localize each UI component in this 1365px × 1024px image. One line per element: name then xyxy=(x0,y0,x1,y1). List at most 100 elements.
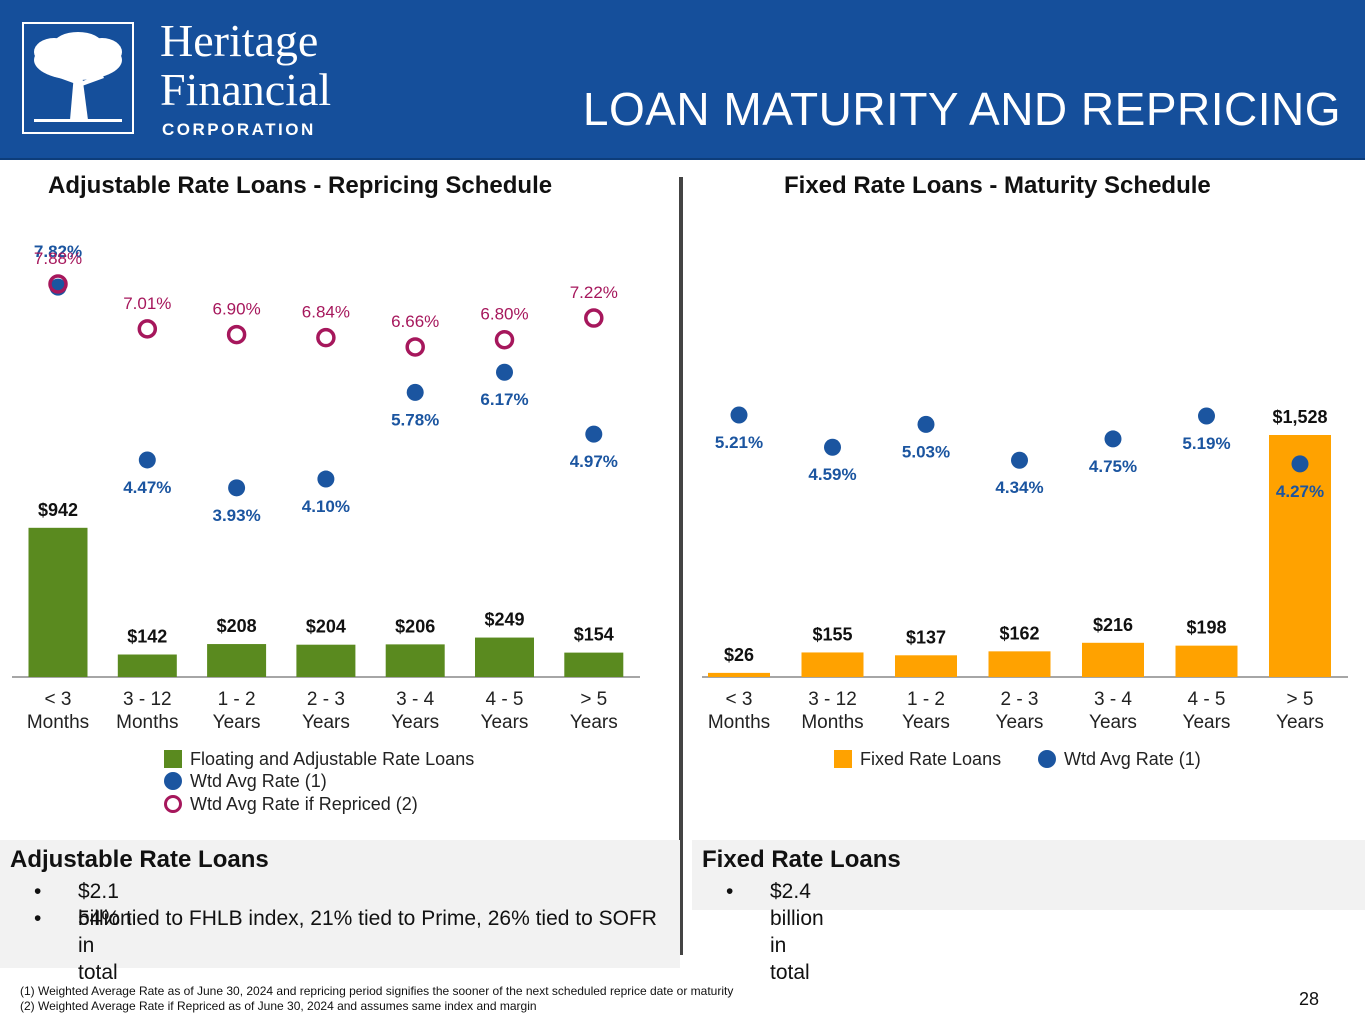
repriced-rate-ring xyxy=(405,337,425,357)
category-tick-label: 1 - 2 xyxy=(218,689,256,710)
category-tick-label: 2 - 3 xyxy=(1000,689,1038,710)
bar xyxy=(28,527,88,677)
bar xyxy=(708,672,770,677)
notes-title: Adjustable Rate Loans xyxy=(10,846,269,873)
legend-label: Wtd Avg Rate if Repriced (2) xyxy=(190,794,418,814)
category-tick-label: Years xyxy=(1089,712,1137,733)
category-tick-label: Years xyxy=(1276,712,1324,733)
bar-value-label: $942 xyxy=(38,500,78,520)
category-tick-label: 1 - 2 xyxy=(907,689,945,710)
legend-swatch-dot xyxy=(1038,750,1056,768)
legend-label: Wtd Avg Rate (1) xyxy=(190,771,327,791)
bar-value-label: $206 xyxy=(395,616,435,636)
wtd-avg-rate-dot xyxy=(917,415,935,433)
category-tick-label: > 5 xyxy=(1287,689,1314,710)
logo-word-financial: Financial xyxy=(160,64,332,115)
legend-label: Floating and Adjustable Rate Loans xyxy=(190,749,475,769)
category-tick-label: Months xyxy=(708,712,770,733)
logo-word-corporation: CORPORATION xyxy=(162,120,316,139)
category-tick-label: Years xyxy=(1183,712,1231,733)
bullet-marker: • xyxy=(726,880,734,903)
wtd-avg-rate-label: 5.21% xyxy=(715,433,763,452)
footnote-2: (2) Weighted Average Rate if Repriced as… xyxy=(20,999,537,1013)
wtd-avg-rate-label: 7.82% xyxy=(34,242,82,261)
wtd-avg-rate-label: 4.59% xyxy=(808,465,856,484)
bar xyxy=(475,637,534,677)
category-tick-label: Years xyxy=(391,712,439,733)
adjustable-notes-box: Adjustable Rate Loans • $2.1 billion in … xyxy=(0,840,680,984)
repriced-rate-label: 7.22% xyxy=(570,283,618,302)
legend-swatch-ring xyxy=(164,795,182,813)
category-tick-label: Months xyxy=(116,712,178,733)
wtd-avg-rate-label: 4.27% xyxy=(1276,482,1324,501)
repriced-rate-label: 6.90% xyxy=(212,300,260,319)
wtd-avg-rate-label: 4.47% xyxy=(123,478,171,497)
category-tick-label: Years xyxy=(302,712,350,733)
tree-logo-icon xyxy=(22,22,134,134)
wtd-avg-rate-dot xyxy=(406,383,424,401)
bar-value-label: $198 xyxy=(1186,618,1226,638)
wtd-avg-rate-dot xyxy=(1104,430,1122,448)
bullet-text: $2.4 billion in total xyxy=(770,880,824,984)
bar-value-label: $204 xyxy=(306,617,346,637)
bar xyxy=(564,652,624,677)
category-tick-label: Months xyxy=(801,712,863,733)
legend-swatch-dot xyxy=(164,772,182,790)
legend-label: Wtd Avg Rate (1) xyxy=(1064,749,1201,769)
page-title: LOAN MATURITY AND REPRICING xyxy=(582,83,1341,135)
bullet-text: 54% tied to FHLB index, 21% tied to Prim… xyxy=(78,907,657,930)
bar-value-label: $142 xyxy=(127,627,167,647)
legend-swatch-bar xyxy=(164,750,182,768)
category-tick-label: Years xyxy=(996,712,1044,733)
wtd-avg-rate-label: 5.19% xyxy=(1182,434,1230,453)
wtd-avg-rate-dot xyxy=(138,451,156,469)
repriced-rate-label: 7.88% xyxy=(34,249,82,268)
wtd-avg-rate-label: 3.93% xyxy=(212,506,260,525)
bar-value-label: $154 xyxy=(574,625,614,645)
wtd-avg-rate-dot xyxy=(730,406,748,424)
category-tick-label: Years xyxy=(570,712,618,733)
repriced-rate-ring xyxy=(494,329,515,350)
header-banner: Heritage Financial CORPORATION LOAN MATU… xyxy=(0,0,1365,160)
category-tick-label: 2 - 3 xyxy=(307,689,345,710)
bar xyxy=(1082,642,1144,677)
wtd-avg-rate-dot xyxy=(1198,407,1215,425)
legend-label: Fixed Rate Loans xyxy=(860,749,1002,769)
wtd-avg-rate-dot xyxy=(317,470,335,488)
repriced-rate-ring xyxy=(48,274,68,294)
category-tick-label: Years xyxy=(902,712,950,733)
bar xyxy=(385,644,445,677)
wtd-avg-rate-dot xyxy=(228,479,246,497)
bar-value-label: $155 xyxy=(812,624,852,644)
legend-swatch-bar xyxy=(834,750,852,768)
bar xyxy=(988,651,1051,677)
bar-value-label: $216 xyxy=(1093,615,1133,635)
right-chart-title: Fixed Rate Loans - Maturity Schedule xyxy=(784,172,1211,199)
category-tick-label: > 5 xyxy=(580,689,607,710)
wtd-avg-rate-label: 4.10% xyxy=(302,497,350,516)
notes-title: Fixed Rate Loans xyxy=(702,846,901,873)
category-tick-label: < 3 xyxy=(45,689,72,710)
wtd-avg-rate-dot xyxy=(1291,455,1309,473)
wtd-avg-rate-dot xyxy=(1011,451,1028,469)
bar xyxy=(1175,645,1238,677)
category-tick-label: Months xyxy=(27,712,89,733)
wtd-avg-rate-label: 4.75% xyxy=(1089,457,1137,476)
bar-value-label: $208 xyxy=(217,616,257,636)
repriced-rate-ring xyxy=(584,308,604,328)
wtd-avg-rate-label: 5.03% xyxy=(902,442,950,461)
fixed-notes-box: Fixed Rate Loans • $2.4 billion in total xyxy=(692,840,1365,984)
bar xyxy=(895,655,957,677)
wtd-avg-rate-label: 6.17% xyxy=(480,390,528,409)
category-tick-label: 3 - 12 xyxy=(808,689,857,710)
bar-value-label: $162 xyxy=(999,623,1039,643)
footnote-1: (1) Weighted Average Rate as of June 30,… xyxy=(20,984,734,998)
category-tick-label: 4 - 5 xyxy=(1187,689,1225,710)
bar xyxy=(296,644,356,677)
bar xyxy=(207,644,267,677)
bullet-text: $2.1 billion in total xyxy=(78,880,132,984)
repriced-rate-ring xyxy=(226,324,247,345)
category-tick-label: Years xyxy=(213,712,261,733)
category-tick-label: 4 - 5 xyxy=(485,689,523,710)
